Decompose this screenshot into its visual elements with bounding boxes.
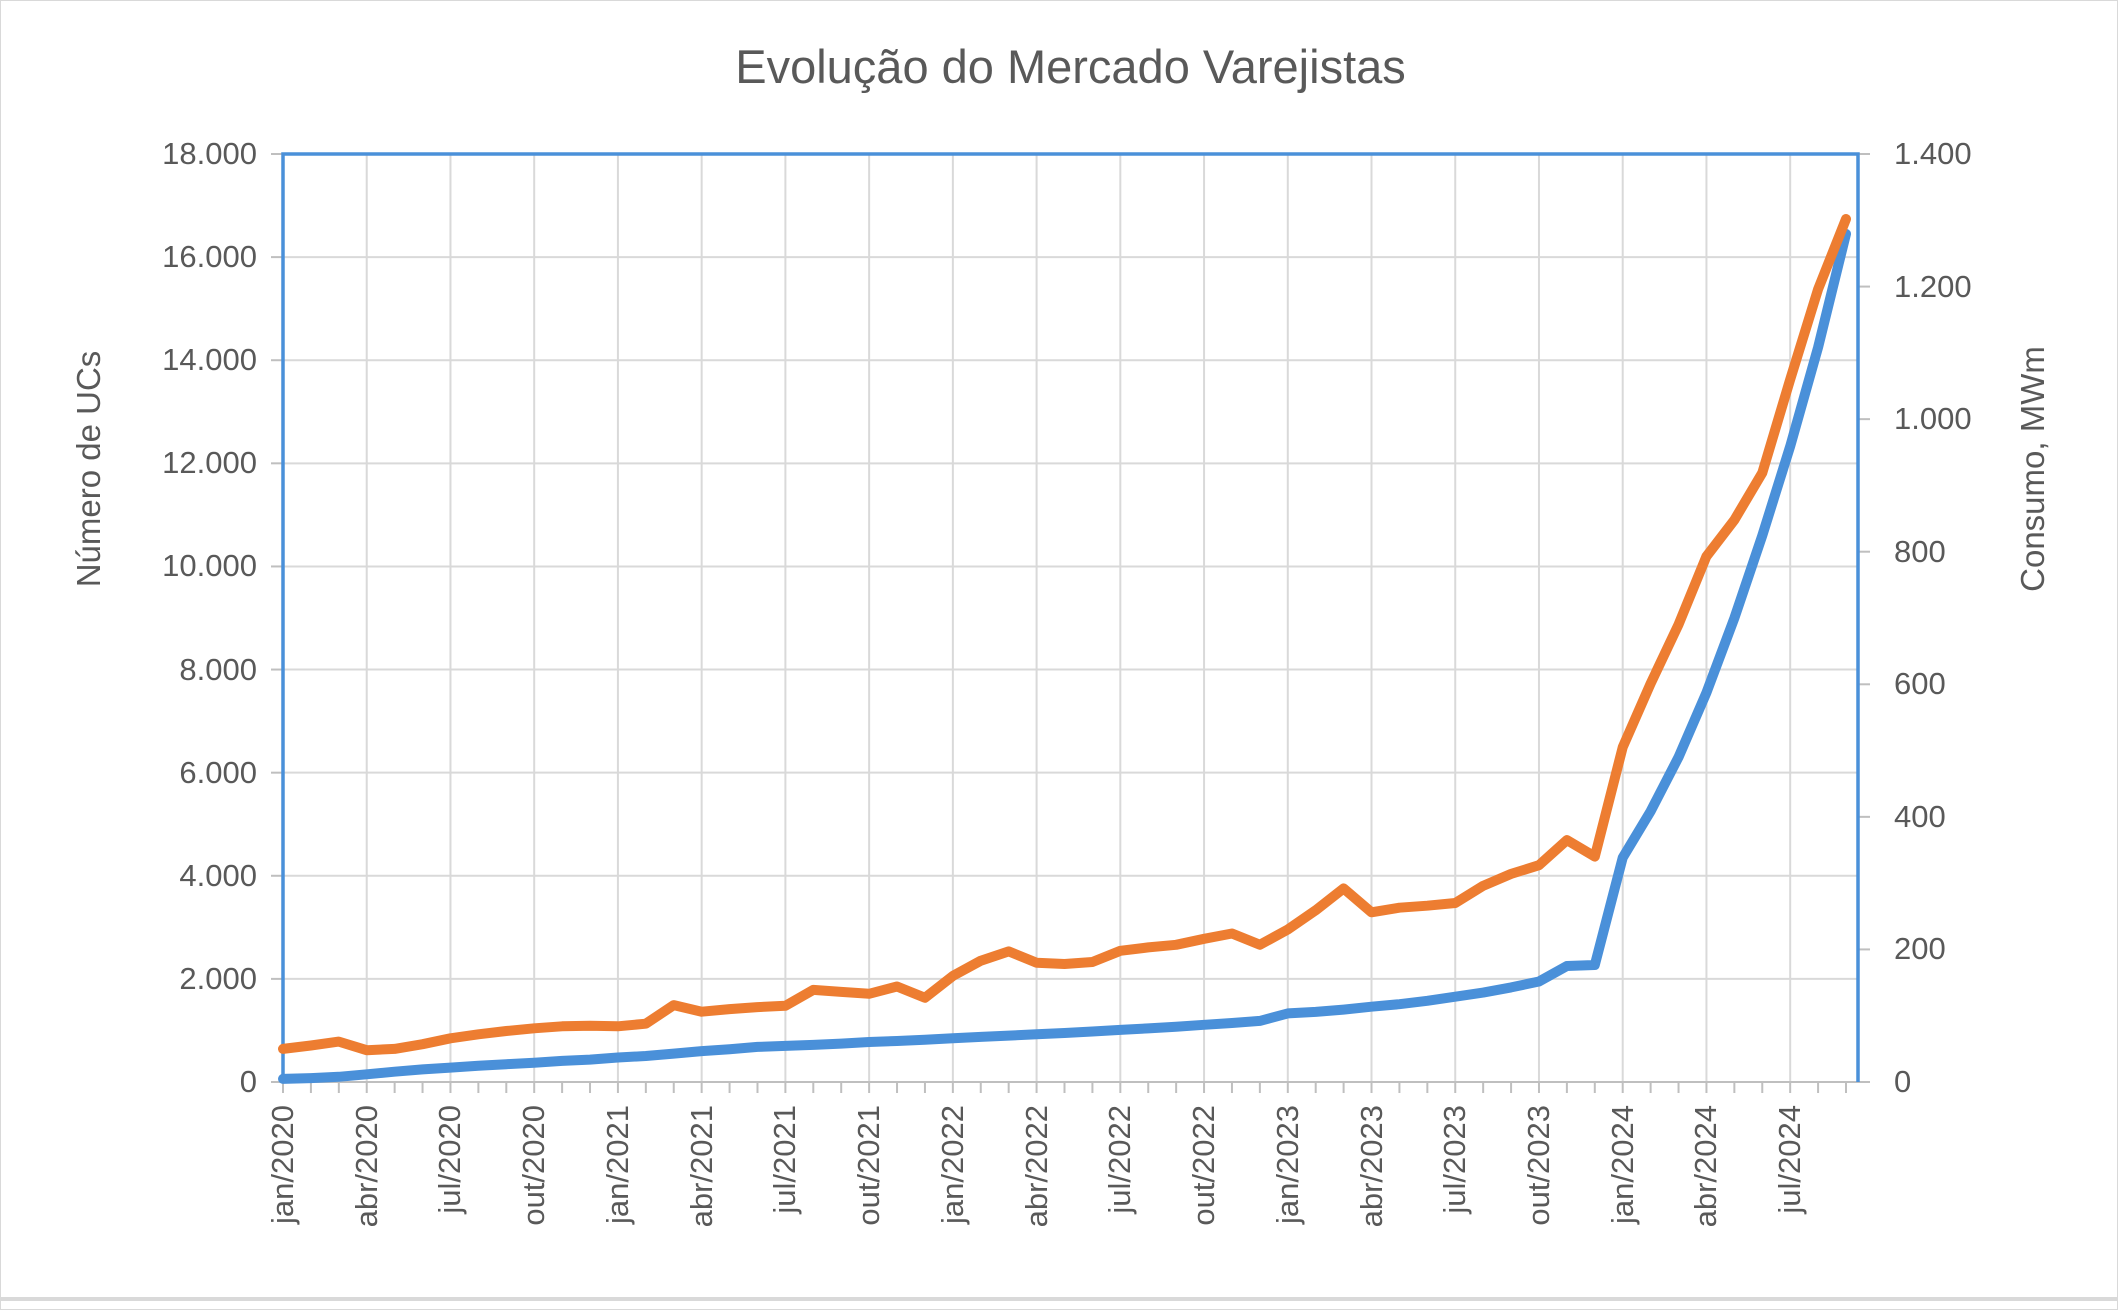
left-axis-tick-label: 12.000 (162, 445, 257, 481)
left-axis-tick-label: 18.000 (162, 136, 257, 171)
right-axis-tick-label: 0 (1894, 1064, 1912, 1099)
ucs-series-line (278, 228, 1851, 1084)
window-bottom-edge (1, 1297, 2117, 1301)
x-axis-tick-label: jan/2022 (934, 1105, 970, 1224)
x-axis-tick-label: out/2022 (1186, 1105, 1222, 1226)
left-axis-tick-label: 8.000 (179, 651, 257, 687)
right-axis-tick-label: 1.400 (1894, 136, 1972, 171)
x-axis-tick-label: jan/2020 (265, 1105, 300, 1224)
left-axis-tick-label: 10.000 (162, 548, 257, 584)
consumo-series-line (278, 214, 1851, 1056)
x-axis-tick-label: out/2020 (516, 1105, 552, 1226)
right-axis-tick-label: 1.200 (1894, 268, 1972, 304)
left-axis-tick-label: 0 (239, 1064, 257, 1099)
left-axis-title: Número de UCs (70, 350, 107, 588)
x-axis-tick-label: abr/2023 (1353, 1105, 1389, 1228)
x-axis-tick-label: abr/2022 (1018, 1105, 1054, 1228)
right-axis-tick-label: 200 (1894, 931, 1946, 967)
x-axis-tick-label: jul/2021 (767, 1105, 803, 1214)
x-axis-tick-label: jul/2024 (1772, 1105, 1808, 1214)
x-axis-tick-label: abr/2021 (683, 1105, 719, 1228)
chart-title: Evolução do Mercado Varejistas (735, 40, 1406, 93)
x-axis-tick-label: abr/2024 (1688, 1105, 1724, 1228)
left-axis-tick-label: 16.000 (162, 239, 257, 275)
x-axis-tick-label: out/2023 (1520, 1105, 1556, 1226)
right-axis-tick-label: 1.000 (1894, 401, 1972, 437)
left-axis-tick-label: 14.000 (162, 342, 257, 378)
x-axis-tick-label: out/2021 (851, 1105, 887, 1226)
left-axis-tick-label: 4.000 (179, 857, 257, 893)
x-axis-tick-label: jan/2023 (1269, 1105, 1305, 1224)
x-axis-tick-label: jan/2024 (1604, 1105, 1640, 1224)
x-axis-tick-label: jul/2020 (432, 1105, 468, 1214)
right-axis-tick-label: 400 (1894, 798, 1946, 834)
right-axis-tick-label: 800 (1894, 533, 1946, 569)
right-axis-title: Consumo, MWm (2014, 346, 2051, 592)
left-axis-tick-label: 6.000 (179, 754, 257, 790)
right-axis-tick-label: 600 (1894, 666, 1946, 702)
x-axis-tick-label: jul/2022 (1102, 1105, 1138, 1214)
x-axis-tick-label: jan/2021 (599, 1105, 635, 1224)
x-axis-tick-label: jul/2023 (1437, 1105, 1473, 1214)
left-axis-tick-label: 2.000 (179, 960, 257, 996)
plot-border (281, 152, 1860, 1082)
x-axis-tick-label: abr/2020 (348, 1105, 384, 1228)
